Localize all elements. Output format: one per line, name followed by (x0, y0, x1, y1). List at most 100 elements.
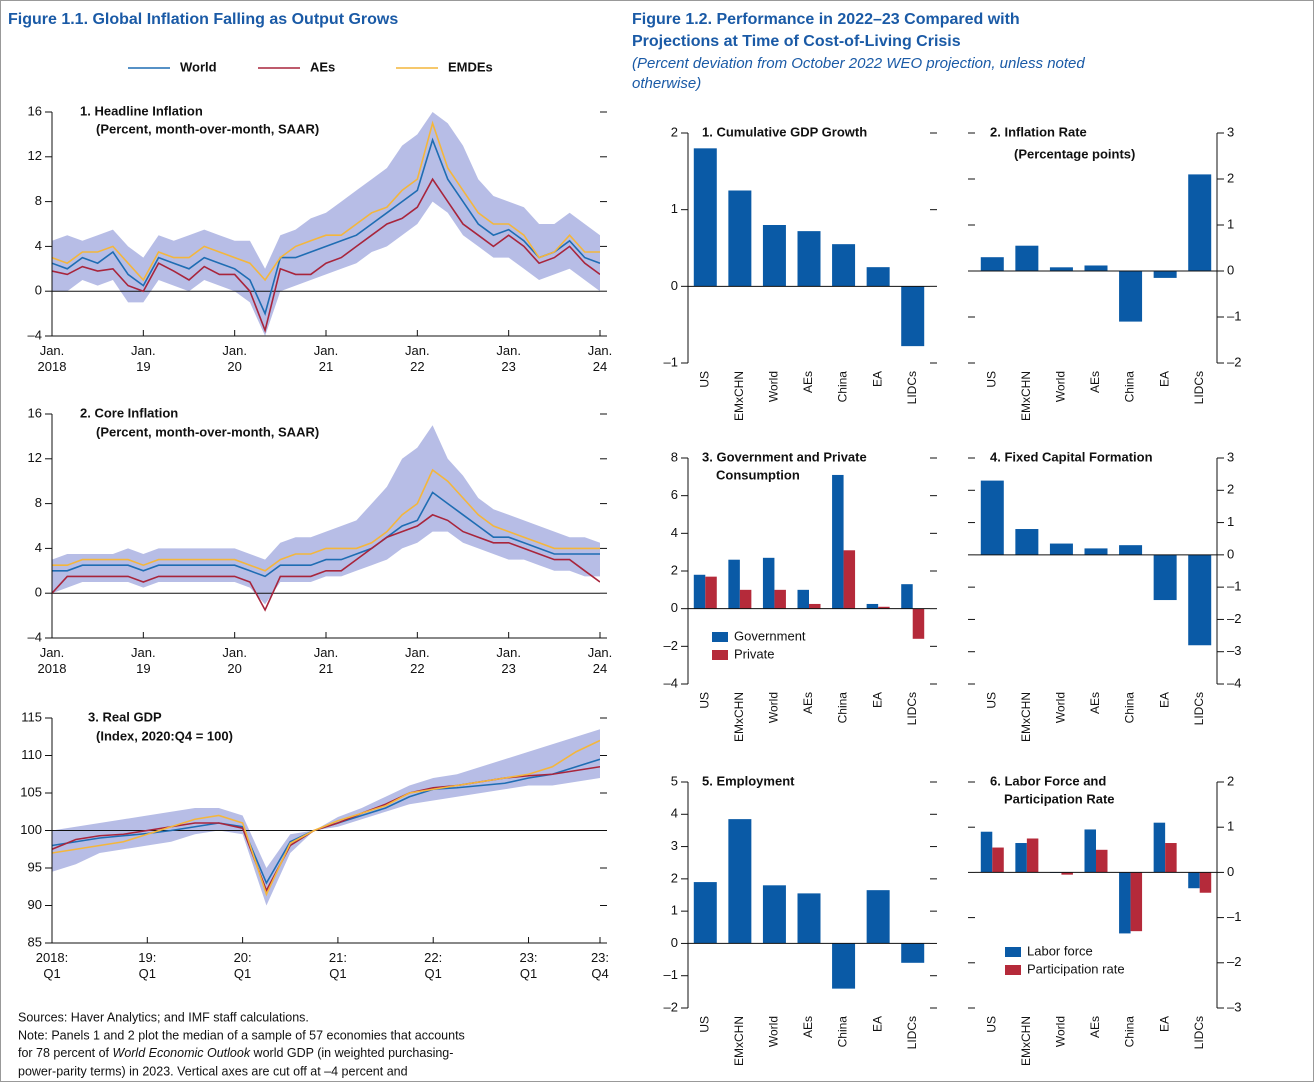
x-tick-label-line: Jan. (588, 645, 613, 660)
x-tick-label-line: Jan. (40, 645, 65, 660)
x-tick-label: Jan. 23 (496, 645, 521, 676)
x-tick-label: 2018: Q1 (36, 950, 69, 981)
series-line (52, 137, 600, 316)
bar (1188, 872, 1200, 889)
bar (901, 286, 925, 347)
x-tick-label-line: Q1 (425, 966, 442, 981)
x-tick-label: Jan. 19 (131, 343, 156, 374)
bar (728, 819, 752, 944)
bar (1119, 872, 1131, 934)
bar (832, 943, 856, 989)
bar (1188, 174, 1212, 271)
bar (1188, 554, 1212, 646)
note: for 78 percent of World Economic Outlook… (18, 1046, 453, 1060)
category-label: LIDCs (905, 1016, 919, 1049)
category-label: EMxCHN (732, 1016, 746, 1066)
y-tick-label: 5 (671, 773, 678, 788)
panel-title: Participation Rate (1004, 791, 1115, 806)
category-label: EMxCHN (1019, 371, 1033, 421)
category-label: US (984, 692, 998, 709)
y-tick-label: –1 (1227, 579, 1241, 594)
legend-label: Labor force (1027, 943, 1093, 958)
category-label: World (1054, 371, 1068, 402)
panel-subtitle: (Percentage points) (1014, 146, 1135, 161)
y-tick-label: 115 (21, 709, 42, 724)
bar (693, 148, 717, 287)
y-tick-label: –2 (664, 999, 678, 1014)
y-tick-label: –1 (1227, 909, 1241, 924)
bar (797, 893, 821, 944)
category-label: EA (870, 692, 884, 708)
y-tick-label: 12 (28, 450, 42, 465)
bar (866, 890, 890, 944)
legend-swatch (712, 632, 728, 642)
bar (762, 225, 786, 287)
series-line (52, 468, 600, 572)
y-tick-label: 16 (28, 103, 42, 118)
y-tick-label: 16 (28, 405, 42, 420)
x-tick-label-line: Jan. (222, 343, 247, 358)
x-tick-label: Jan. 21 (314, 645, 339, 676)
x-tick-label-line: Jan. (314, 343, 339, 358)
panel-title: 3. Government and Private (702, 449, 867, 464)
y-tick-label: –1 (664, 967, 678, 982)
x-tick-label: 19: Q1 (138, 950, 156, 981)
y-tick-label: 0 (35, 283, 42, 298)
category-label: AEs (1088, 371, 1102, 393)
x-tick-label-line: 24 (593, 661, 607, 676)
x-tick-label: Jan. 19 (131, 645, 156, 676)
y-tick-label: 90 (28, 897, 42, 912)
category-label: World (1054, 1016, 1068, 1047)
x-tick-label-line: Q1 (329, 966, 346, 981)
x-tick-label-line: 20 (227, 661, 241, 676)
x-tick-label: Jan. 24 (588, 343, 613, 374)
figure-title: Projections at Time of Cost-of-Living Cr… (632, 33, 961, 50)
category-label: LIDCs (905, 692, 919, 725)
x-tick-label-line: Q4 (591, 966, 608, 981)
y-tick-label: 2 (671, 562, 678, 577)
category-label: World (1054, 692, 1068, 723)
note-part: for 78 percent of (18, 1046, 113, 1060)
category-label: US (697, 1016, 711, 1033)
x-tick-label-line: 20: (234, 950, 252, 965)
figure-subtitle: (Percent deviation from October 2022 WEO… (632, 55, 1085, 72)
y-tick-label: –2 (1227, 354, 1241, 369)
x-tick-label-line: 21: (329, 950, 347, 965)
y-tick-label: 12 (28, 148, 42, 163)
category-label: China (836, 371, 850, 403)
category-label: LIDCs (1192, 692, 1206, 725)
bar (797, 589, 809, 609)
category-label: US (697, 692, 711, 709)
y-tick-label: 2 (1227, 482, 1234, 497)
y-tick-label: 1 (1227, 514, 1234, 529)
x-tick-label: Jan. 22 (405, 645, 430, 676)
y-tick-label: –3 (1227, 999, 1241, 1014)
bar (1119, 545, 1143, 555)
bar (1015, 245, 1039, 271)
category-label: EA (1157, 371, 1171, 387)
category-label: China (1123, 1016, 1137, 1048)
y-tick-label: –2 (1227, 611, 1241, 626)
panel-title: 3. Real GDP (88, 709, 162, 724)
category-label: EA (870, 1016, 884, 1032)
x-tick-label-line: 23: (519, 950, 537, 965)
bar (1084, 265, 1108, 271)
bar (992, 847, 1004, 873)
category-label: EMxCHN (1019, 692, 1033, 742)
bar (901, 584, 913, 609)
category-label: EA (1157, 692, 1171, 708)
x-tick-label-line: 24 (593, 359, 607, 374)
y-tick-label: 2 (671, 124, 678, 139)
category-label: US (984, 1016, 998, 1033)
x-tick-label-line: 22 (410, 661, 424, 676)
y-tick-label: –1 (1227, 308, 1241, 323)
category-label: EMxCHN (732, 692, 746, 742)
y-tick-label: 3 (1227, 449, 1234, 464)
y-tick-label: 4 (35, 238, 42, 253)
category-label: US (697, 371, 711, 388)
range-band (52, 729, 600, 906)
bar (728, 190, 752, 287)
note: power-parity terms) in 2023. Vertical ax… (18, 1064, 408, 1078)
x-tick-label-line: Jan. (131, 343, 156, 358)
y-tick-label: 2 (671, 870, 678, 885)
